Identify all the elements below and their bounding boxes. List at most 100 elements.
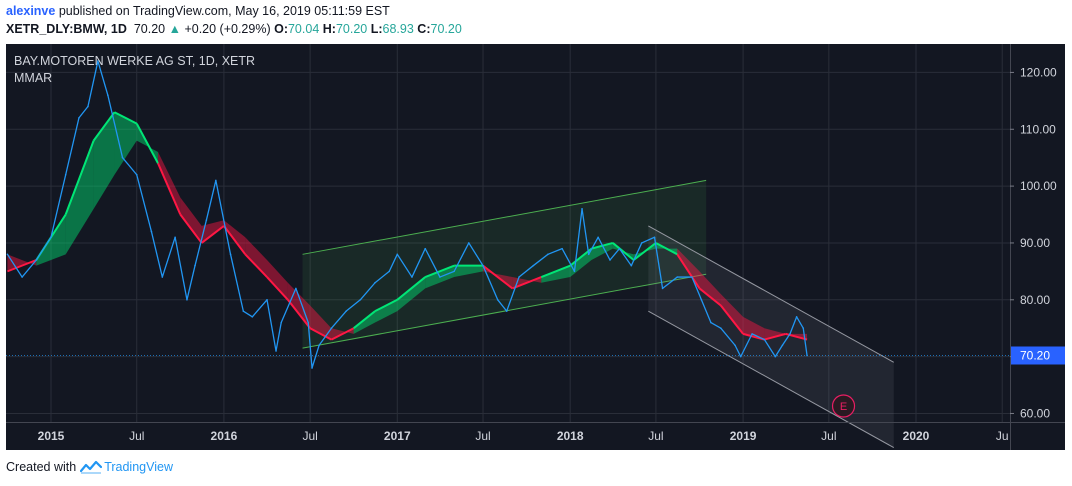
ma-fast-segment [7, 259, 37, 273]
price-point [330, 327, 333, 330]
price-series [6, 60, 1010, 369]
price-point [763, 338, 766, 341]
price-point [35, 259, 38, 261]
ribbon-segment [93, 112, 115, 209]
price-point [307, 321, 310, 324]
price-point [194, 264, 196, 267]
ribbon-segment [764, 328, 786, 340]
chart-container[interactable]: 120.00110.00100.0090.0080.0070.0060.0020… [6, 44, 1065, 450]
channel-upper-ascending [302, 179, 707, 255]
ma-fast-segment [676, 253, 701, 289]
price-point [78, 117, 80, 119]
last-price-label: 70.20 [1020, 348, 1050, 362]
price-point [587, 253, 590, 256]
price-point [215, 179, 217, 182]
close-value: 70.20 [430, 22, 462, 36]
price-point [700, 298, 703, 301]
channel-fill-ascending [302, 180, 707, 349]
price-point [64, 173, 67, 176]
ribbon-segment [180, 197, 202, 243]
price-point [150, 230, 153, 233]
ma-fast-segment [424, 264, 455, 278]
price-point [424, 247, 427, 250]
price-point [561, 247, 563, 250]
price-point [597, 236, 599, 239]
y-tick-label: 90.00 [1020, 236, 1050, 250]
y-tick-label: 110.00 [1020, 122, 1056, 136]
ribbon-segment [541, 265, 571, 283]
ma-fast-segment [353, 310, 376, 329]
price-point [121, 156, 124, 159]
price-point [781, 344, 784, 347]
y-tick-label: 120.00 [1020, 65, 1057, 79]
channel-lower-ascending [302, 273, 707, 349]
price-point [275, 350, 277, 352]
x-tick-label: Jul [821, 429, 836, 443]
price-point [251, 316, 254, 318]
price-point [720, 327, 722, 330]
ribbon-segment [454, 265, 484, 278]
ribbon-segment [570, 248, 592, 278]
price-point [229, 253, 232, 256]
ma-fast-segment [64, 140, 95, 215]
ribbon-segment [7, 254, 37, 272]
y-tick-label: 80.00 [1020, 293, 1050, 307]
ma-fast-segment [223, 225, 247, 255]
event-marker[interactable]: E [831, 394, 856, 418]
ma-fast-segment [157, 162, 182, 215]
ribbon-segment [245, 237, 268, 278]
ribbon-segment [720, 294, 744, 334]
high-label: H: [322, 22, 336, 36]
event-marker-icon[interactable] [831, 394, 856, 418]
open-value: 70.04 [287, 22, 320, 36]
low-label: L: [370, 22, 383, 36]
price-point [573, 270, 576, 273]
channel-lower-descending [648, 310, 894, 449]
ribbon-segment [158, 152, 181, 215]
brand-label: TradingView [104, 460, 173, 474]
ribbon-segment [655, 242, 678, 255]
price-point [311, 367, 313, 369]
price-point [618, 247, 621, 250]
price-point [751, 333, 753, 335]
ribbon-segment [743, 316, 765, 340]
price-point [734, 344, 736, 347]
chart-background [6, 44, 1065, 450]
price-point [653, 236, 656, 239]
channel-fill-descending [648, 225, 894, 448]
price-value: 70.20 [133, 22, 166, 36]
y-tick-label: 100.00 [1020, 179, 1057, 193]
ma-fast-segment [764, 332, 786, 341]
ma-fast-segment [92, 111, 116, 142]
x-tick-label: 2015 [38, 429, 65, 443]
ribbon-segment [699, 271, 721, 306]
price-point [532, 264, 535, 267]
ribbon-segment [353, 311, 376, 334]
price-chart[interactable]: 120.00110.00100.0090.0080.0070.0060.0020… [6, 44, 1065, 450]
publish-header: alexinve published on TradingView.com, M… [6, 4, 390, 18]
tradingview-brand[interactable]: TradingView [80, 460, 173, 474]
author-link[interactable]: alexinve [6, 4, 56, 18]
ma-fast-segment [309, 327, 332, 341]
ma-fast-segment [655, 242, 678, 256]
ma-fast-segment [135, 123, 159, 164]
price-point [266, 298, 268, 301]
price-point [135, 173, 138, 176]
price-point [802, 327, 805, 330]
ribbon-segment [201, 220, 224, 243]
x-tick-label: 2019 [730, 429, 757, 443]
ma-fast-segment [374, 298, 398, 313]
ribbon-segment [114, 112, 137, 175]
ma-fast-segment [633, 242, 657, 261]
price-point [739, 355, 742, 358]
price-point [295, 287, 297, 290]
price-point [388, 270, 391, 273]
chart-title: BAY.MOTOREN WERKE AG ST, 1D, XETR [14, 54, 255, 68]
ribbon-segment [267, 260, 288, 300]
price-point [453, 270, 455, 273]
price-point [161, 276, 164, 278]
x-tick-label: Jul [302, 429, 317, 443]
price-point [661, 287, 664, 290]
price-point [710, 321, 712, 324]
ribbon-segment [375, 299, 398, 323]
